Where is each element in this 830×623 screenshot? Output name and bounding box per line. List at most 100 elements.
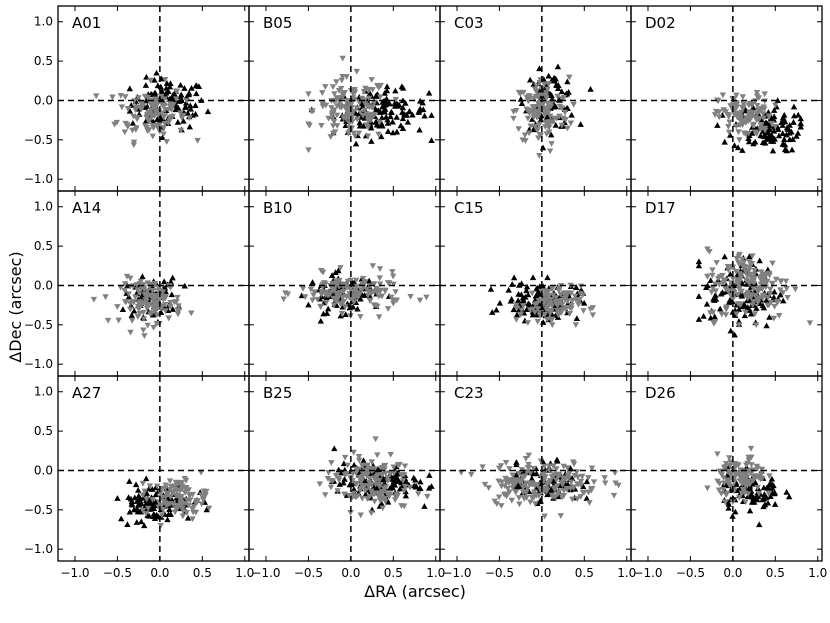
- data-point-down: [322, 84, 329, 90]
- data-point-down: [558, 96, 566, 103]
- data-point-down: [744, 293, 751, 300]
- data-point-up: [379, 122, 386, 129]
- data-point-down: [169, 104, 176, 111]
- y-tick-label: 0.0: [34, 278, 53, 292]
- data-point-down: [130, 113, 137, 120]
- data-point-down: [307, 286, 315, 293]
- data-point-down: [344, 106, 351, 113]
- data-point-down: [740, 119, 748, 126]
- data-point-up: [337, 312, 344, 319]
- data-point-down: [772, 276, 780, 283]
- data-point-down: [509, 472, 516, 479]
- data-point-down: [343, 116, 350, 123]
- data-point-down: [544, 100, 551, 107]
- data-point-down: [356, 99, 363, 106]
- data-point-up: [717, 290, 725, 297]
- data-point-down: [147, 311, 154, 318]
- data-point-down: [544, 105, 551, 112]
- data-point-down: [755, 116, 763, 122]
- data-point-up: [166, 83, 174, 90]
- data-point-down: [576, 297, 583, 303]
- data-point-down: [536, 131, 543, 138]
- data-point-down: [575, 302, 582, 308]
- data-point-down: [138, 100, 145, 107]
- data-point-up: [139, 273, 146, 280]
- data-point-down: [571, 473, 579, 479]
- data-point-down: [577, 283, 585, 290]
- data-point-up: [695, 316, 703, 322]
- data-point-up: [529, 274, 537, 281]
- data-point-up: [132, 481, 140, 488]
- data-point-down: [158, 502, 165, 509]
- data-point-down: [723, 305, 730, 312]
- data-point-down: [161, 96, 168, 103]
- data-point-down: [167, 299, 174, 306]
- data-point-down: [758, 466, 766, 473]
- data-point-down: [171, 509, 179, 516]
- data-point-down: [166, 117, 173, 124]
- data-point-down: [768, 120, 775, 127]
- data-point-down: [524, 320, 532, 326]
- data-point-up: [119, 306, 127, 312]
- data-point-down: [782, 278, 790, 285]
- data-point-down: [368, 510, 375, 517]
- data-point-down: [172, 88, 180, 95]
- data-point-down: [520, 475, 527, 481]
- data-point-down: [144, 288, 151, 295]
- data-point-down: [330, 286, 338, 293]
- data-point-up: [384, 128, 392, 134]
- data-point-up: [187, 105, 194, 112]
- data-point-down: [136, 299, 144, 306]
- data-point-down: [387, 451, 394, 458]
- data-point-up: [726, 296, 734, 303]
- data-point-down: [174, 307, 181, 314]
- data-point-down: [161, 294, 169, 301]
- data-point-up: [695, 293, 703, 299]
- data-point-down: [524, 115, 532, 122]
- data-point-down: [737, 467, 744, 474]
- data-point-up: [695, 262, 703, 269]
- data-point-down: [333, 79, 340, 86]
- data-point-up: [398, 479, 405, 486]
- data-point-down: [522, 455, 530, 462]
- data-point-up: [781, 136, 788, 142]
- data-point-down: [574, 496, 581, 503]
- data-point-down: [328, 460, 335, 466]
- data-point-down: [144, 322, 151, 329]
- data-point-down: [740, 101, 747, 108]
- data-point-down: [150, 303, 158, 310]
- data-point-up: [744, 485, 752, 492]
- data-point-down: [160, 125, 168, 131]
- data-point-down: [735, 129, 742, 136]
- data-point-down: [375, 293, 383, 300]
- data-point-up: [349, 303, 357, 310]
- data-point-up: [356, 122, 364, 129]
- data-point-down: [382, 470, 389, 477]
- data-point-down: [520, 489, 527, 496]
- data-point-down: [370, 100, 378, 107]
- data-point-down: [384, 306, 392, 312]
- data-point-down: [376, 288, 384, 295]
- data-point-down: [352, 470, 360, 477]
- data-point-down: [163, 139, 170, 145]
- data-point-down: [357, 478, 364, 485]
- data-point-down: [93, 93, 100, 100]
- data-point-down: [569, 496, 576, 503]
- data-point-down: [340, 299, 347, 305]
- data-point-up: [564, 105, 571, 111]
- data-point-up: [130, 307, 138, 314]
- data-point-up: [421, 503, 428, 509]
- data-point-down: [125, 106, 132, 112]
- data-point-down: [533, 88, 540, 95]
- data-point-down: [560, 463, 567, 470]
- data-point-down: [161, 76, 169, 83]
- data-point-down: [747, 445, 755, 452]
- data-point-down: [368, 481, 375, 488]
- data-point-down: [718, 311, 726, 318]
- data-point-down: [726, 463, 734, 469]
- data-point-up: [538, 305, 546, 312]
- data-point-down: [733, 255, 740, 262]
- data-point-down: [741, 490, 748, 497]
- data-point-down: [162, 482, 169, 489]
- data-point-down: [806, 320, 814, 327]
